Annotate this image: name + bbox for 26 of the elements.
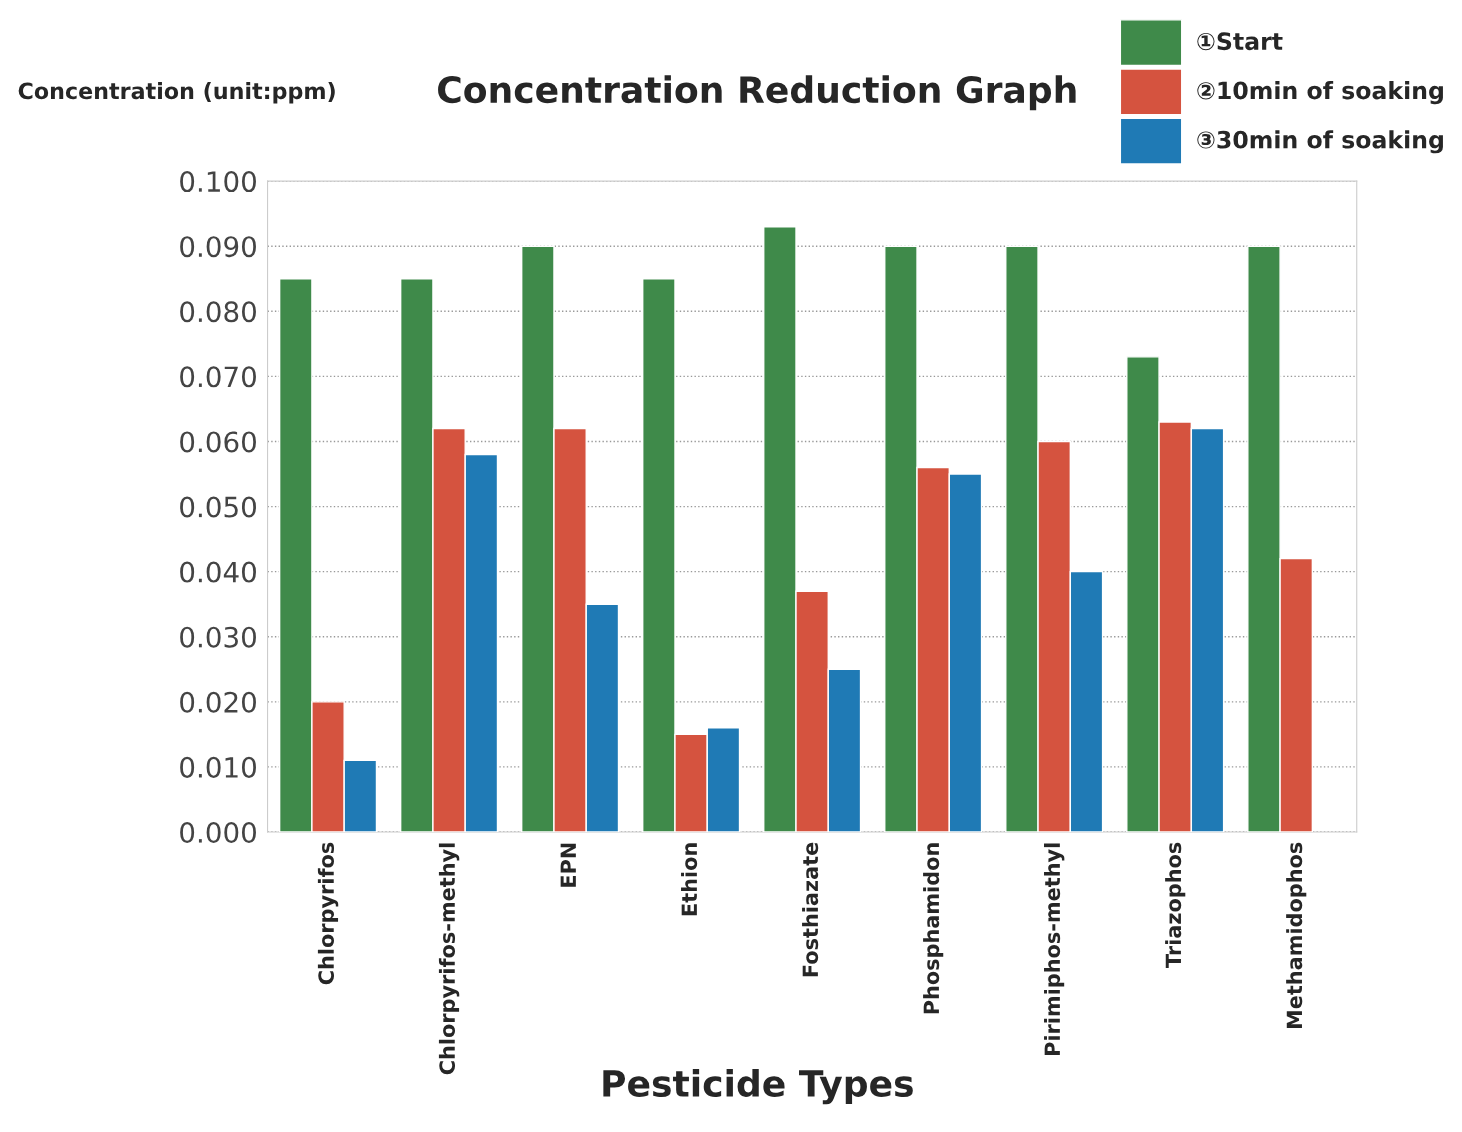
y-tick-label: 0.010 [180,756,256,778]
x-tick-label: Methamidophos [1286,842,1307,1029]
y-tick-label: 0.070 [180,366,256,388]
y-tick-label: 0.060 [180,431,256,453]
x-tick-label: Fosthiazate [802,842,819,977]
y-tick-label: 0.100 [180,171,256,193]
x-tick-label: EPN [560,843,576,887]
x-axis-title: Pesticide Types [603,1069,913,1105]
y-axis-title: Concentration (unit:ppm) [18,82,335,104]
y-tick-label: 0.080 [180,301,256,323]
y-tick-label: 0.040 [180,561,256,583]
y-tick-label: 0.090 [180,236,256,258]
y-tick-label: 0.050 [180,496,256,518]
y-tick-label: 0.030 [180,626,256,648]
x-tick-label: Ethion [681,843,698,916]
chart-title: Concentration Reduction Graph [438,75,1076,111]
legend-label: ②10min of soaking [1197,81,1443,105]
legend-label: ①Start [1197,32,1283,51]
y-tick-label: 0.020 [180,691,256,713]
x-tick-label: Pirimiphos-methyl [1044,843,1065,1055]
x-tick-label: Triazophos [1165,842,1186,968]
x-tick-label: Phosphamidon [923,843,944,1014]
x-tick-label: Chlorpyrifos-methyl [438,843,460,1075]
x-tick-label: Chlorpyrifos [317,842,339,985]
y-tick-label: 0.000 [180,821,256,843]
legend-label: ③30min of soaking [1197,130,1443,154]
